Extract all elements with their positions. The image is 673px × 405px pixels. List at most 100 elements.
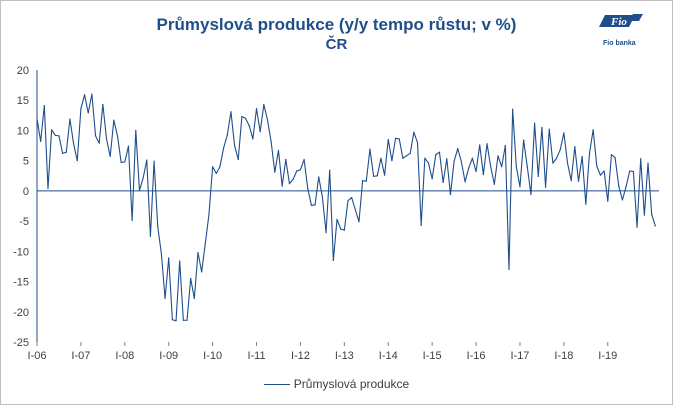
- data-point: [83, 94, 86, 96]
- data-point: [58, 135, 60, 137]
- series-layer: [36, 93, 656, 322]
- data-point: [607, 200, 609, 202]
- y-tick-label: 20: [17, 65, 29, 77]
- data-point: [208, 213, 210, 216]
- data-point: [230, 111, 232, 113]
- data-point: [643, 214, 645, 216]
- data-point: [508, 268, 510, 271]
- data-point: [274, 171, 276, 173]
- data-point: [72, 143, 75, 145]
- data-point: [394, 137, 397, 139]
- data-point: [318, 176, 320, 178]
- x-tick-label: I-15: [423, 350, 442, 362]
- data-point: [515, 166, 517, 168]
- data-point: [563, 132, 565, 134]
- y-tick-label: -25: [13, 337, 29, 349]
- data-point: [212, 166, 214, 168]
- y-tick-label: 5: [23, 156, 29, 168]
- data-point: [552, 162, 554, 164]
- data-point: [574, 146, 576, 148]
- data-point: [402, 157, 404, 159]
- data-point: [493, 183, 495, 185]
- data-point: [431, 178, 433, 180]
- data-point: [340, 228, 342, 230]
- data-point: [248, 125, 250, 127]
- x-tick-label: I-09: [159, 350, 178, 362]
- data-point: [266, 119, 269, 121]
- data-point: [226, 134, 228, 136]
- logo-text: Fio: [610, 16, 627, 28]
- data-point: [544, 186, 547, 188]
- data-point: [581, 155, 583, 158]
- data-point: [420, 224, 422, 226]
- data-point: [621, 199, 624, 201]
- logo-caption: Fio banka: [603, 40, 636, 47]
- chart-title: Průmyslová produkce (y/y tempo růstu; v …: [156, 15, 517, 34]
- data-point: [80, 108, 82, 110]
- data-point: [244, 117, 247, 119]
- data-point: [460, 161, 463, 163]
- data-point: [479, 144, 481, 146]
- data-point: [329, 169, 331, 171]
- legend-swatch: [263, 384, 290, 386]
- data-point: [537, 175, 539, 177]
- data-point: [391, 160, 393, 162]
- y-tick-label: -10: [13, 246, 29, 258]
- data-point: [76, 160, 78, 162]
- data-point: [427, 162, 430, 164]
- data-point: [182, 319, 184, 321]
- data-point: [490, 166, 492, 168]
- data-point: [416, 141, 419, 144]
- data-point: [610, 154, 613, 156]
- data-point: [559, 149, 561, 151]
- data-point: [94, 135, 97, 137]
- data-point: [438, 151, 441, 153]
- data-point: [186, 319, 188, 321]
- data-point: [332, 259, 334, 261]
- data-point: [343, 229, 345, 231]
- data-point: [109, 155, 111, 158]
- data-point: [105, 138, 108, 140]
- data-point: [307, 187, 309, 190]
- data-point: [204, 242, 206, 245]
- data-point: [442, 181, 444, 184]
- data-point: [588, 152, 591, 155]
- data-point: [288, 183, 291, 185]
- data-point: [153, 160, 155, 162]
- data-point: [523, 139, 525, 141]
- data-point: [36, 118, 38, 120]
- data-point: [233, 144, 236, 147]
- x-tick-label: I-16: [467, 350, 486, 362]
- data-point: [464, 181, 466, 183]
- y-tick-label: 10: [17, 125, 29, 137]
- data-point: [241, 115, 243, 118]
- legend-label: Průmyslová produkce: [293, 377, 410, 391]
- data-point: [453, 160, 455, 162]
- data-point: [160, 253, 162, 255]
- data-point: [347, 199, 349, 202]
- y-tick-label: 15: [17, 95, 29, 107]
- data-point: [219, 166, 221, 168]
- data-point: [362, 180, 364, 182]
- data-point: [629, 170, 631, 172]
- data-point: [387, 138, 389, 141]
- data-point: [405, 155, 408, 157]
- data-point: [98, 142, 100, 144]
- data-point: [168, 257, 170, 259]
- data-point: [252, 138, 254, 140]
- data-point: [54, 134, 56, 136]
- data-point: [138, 189, 141, 191]
- data-point: [358, 221, 360, 223]
- data-point: [259, 131, 261, 133]
- data-point: [625, 186, 627, 188]
- data-point: [197, 251, 199, 254]
- data-point: [124, 161, 126, 163]
- series-line-prumyslova-produkce: [36, 93, 656, 322]
- chart-subtitle: ČR: [325, 36, 348, 53]
- data-point: [146, 159, 148, 161]
- data-point: [336, 218, 338, 220]
- x-tick-label: I-11: [247, 350, 265, 362]
- data-point: [383, 174, 386, 176]
- data-point: [504, 144, 506, 147]
- data-point: [475, 170, 477, 173]
